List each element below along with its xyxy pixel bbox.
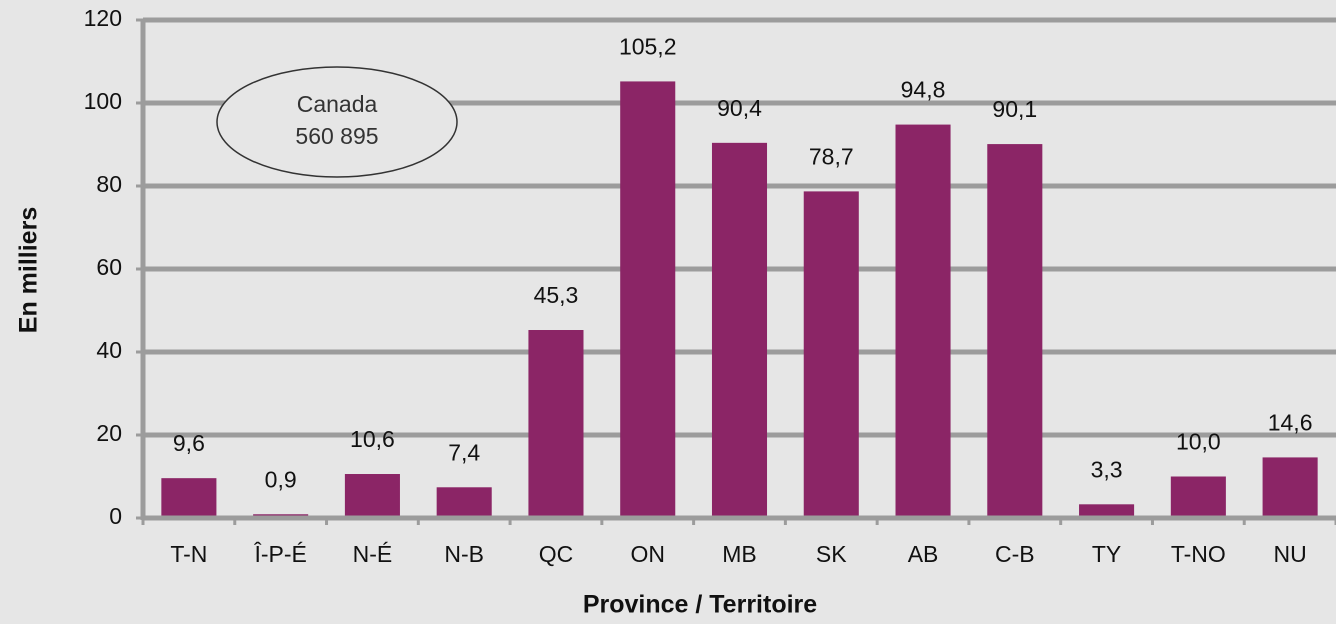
x-tick-label: AB [908, 541, 939, 567]
bar [1170, 476, 1226, 518]
data-label: 7,4 [448, 439, 480, 465]
x-tick-label: NU [1273, 541, 1306, 567]
data-label: 45,3 [534, 282, 579, 308]
data-label: 3,3 [1091, 456, 1123, 482]
y-tick-label: 80 [96, 171, 122, 197]
data-label: 0,9 [265, 466, 297, 492]
bar [344, 474, 400, 518]
x-tick-label: ON [630, 541, 665, 567]
bar [895, 124, 951, 518]
bar [436, 487, 492, 518]
x-tick-label: Î-P-É [253, 541, 306, 567]
y-tick-label: 0 [109, 503, 122, 529]
y-tick-label: 20 [96, 420, 122, 446]
y-tick-label: 100 [84, 88, 122, 114]
bar [620, 81, 676, 519]
bar [161, 478, 217, 518]
bar [987, 144, 1043, 518]
x-tick-label: MB [722, 541, 757, 567]
data-label: 90,1 [992, 96, 1037, 122]
x-tick-label: T-N [170, 541, 207, 567]
x-axis-title: Province / Territoire [583, 591, 817, 619]
y-axis-title: En milliers [15, 207, 43, 333]
y-tick-label: 120 [84, 5, 122, 31]
x-tick-label: SK [816, 541, 847, 567]
x-tick-label: T-NO [1171, 541, 1226, 567]
x-tick-label: C-B [995, 541, 1035, 567]
data-label: 10,0 [1176, 429, 1221, 455]
data-label: 78,7 [809, 143, 854, 169]
x-tick-label: N-É [353, 541, 393, 567]
bar [528, 330, 584, 518]
bar [1079, 504, 1135, 518]
data-label: 94,8 [901, 77, 946, 103]
x-tick-label: QC [539, 541, 574, 567]
y-tick-label: 40 [96, 337, 122, 363]
annotation-bubble [216, 66, 458, 178]
y-tick-label: 60 [96, 254, 122, 280]
data-label: 14,6 [1268, 409, 1313, 435]
x-tick-label: N-B [444, 541, 484, 567]
bar [803, 191, 859, 518]
data-label: 9,6 [173, 430, 205, 456]
data-label: 10,6 [350, 426, 395, 452]
data-label: 90,4 [717, 95, 762, 121]
annotation-text: 560 895 [295, 123, 378, 149]
data-label: 105,2 [619, 33, 677, 59]
bar [711, 142, 768, 518]
annotation-text: Canada [297, 91, 378, 117]
bar [1262, 457, 1318, 518]
x-tick-label: TY [1092, 541, 1121, 567]
